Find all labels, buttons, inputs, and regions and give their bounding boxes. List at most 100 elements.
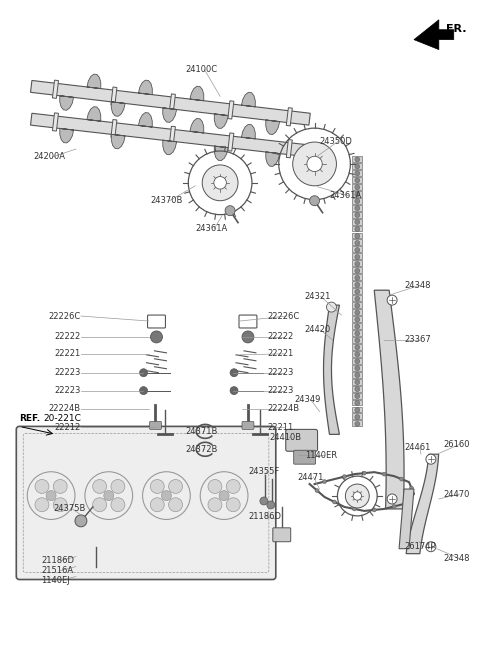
Text: 22224B: 22224B bbox=[268, 404, 300, 413]
Circle shape bbox=[168, 498, 182, 512]
Circle shape bbox=[353, 492, 361, 500]
Circle shape bbox=[362, 471, 366, 475]
Circle shape bbox=[150, 498, 164, 512]
Circle shape bbox=[168, 480, 182, 493]
Polygon shape bbox=[138, 80, 152, 95]
Bar bbox=[352, 253, 362, 259]
Circle shape bbox=[208, 498, 222, 512]
Circle shape bbox=[407, 497, 411, 501]
Polygon shape bbox=[60, 128, 73, 143]
Circle shape bbox=[355, 415, 360, 419]
Circle shape bbox=[355, 213, 360, 218]
Text: 21516A: 21516A bbox=[41, 566, 73, 575]
Bar bbox=[352, 400, 362, 406]
FancyBboxPatch shape bbox=[286, 430, 318, 451]
Circle shape bbox=[161, 491, 171, 500]
Circle shape bbox=[355, 227, 360, 231]
Circle shape bbox=[355, 157, 360, 162]
Polygon shape bbox=[286, 139, 292, 158]
Circle shape bbox=[355, 393, 360, 399]
Bar bbox=[352, 413, 362, 419]
Text: 22211: 22211 bbox=[268, 423, 294, 432]
Circle shape bbox=[355, 192, 360, 197]
Bar bbox=[352, 184, 362, 190]
Polygon shape bbox=[31, 80, 310, 125]
Polygon shape bbox=[406, 454, 439, 553]
FancyBboxPatch shape bbox=[239, 315, 257, 328]
Circle shape bbox=[355, 240, 360, 246]
Text: 22222: 22222 bbox=[55, 332, 81, 341]
Circle shape bbox=[355, 331, 360, 336]
Circle shape bbox=[355, 185, 360, 190]
Text: 24370B: 24370B bbox=[151, 196, 183, 205]
Circle shape bbox=[355, 205, 360, 211]
Bar bbox=[352, 358, 362, 364]
Text: 22226C: 22226C bbox=[48, 312, 81, 321]
Circle shape bbox=[208, 480, 222, 493]
Polygon shape bbox=[52, 113, 59, 131]
Polygon shape bbox=[324, 305, 339, 434]
Circle shape bbox=[355, 303, 360, 308]
Polygon shape bbox=[111, 119, 117, 138]
Bar bbox=[352, 316, 362, 322]
Text: 22223: 22223 bbox=[268, 386, 294, 395]
Circle shape bbox=[387, 494, 397, 504]
Circle shape bbox=[93, 480, 107, 493]
Bar bbox=[352, 177, 362, 183]
Circle shape bbox=[355, 400, 360, 406]
Bar bbox=[352, 378, 362, 385]
Polygon shape bbox=[138, 113, 152, 127]
Polygon shape bbox=[87, 107, 101, 121]
Bar bbox=[352, 309, 362, 315]
Circle shape bbox=[409, 486, 413, 490]
Bar bbox=[352, 233, 362, 238]
Polygon shape bbox=[31, 113, 310, 157]
Text: 22224B: 22224B bbox=[49, 404, 81, 413]
Circle shape bbox=[355, 373, 360, 378]
Polygon shape bbox=[190, 86, 204, 100]
Circle shape bbox=[315, 489, 319, 492]
Circle shape bbox=[53, 480, 67, 493]
Polygon shape bbox=[169, 94, 175, 112]
Text: 22223: 22223 bbox=[55, 386, 81, 395]
Text: 24471: 24471 bbox=[298, 472, 324, 481]
Text: 24420: 24420 bbox=[305, 325, 331, 334]
Bar bbox=[352, 288, 362, 294]
Circle shape bbox=[355, 345, 360, 350]
Circle shape bbox=[387, 295, 397, 305]
Circle shape bbox=[151, 331, 162, 343]
Polygon shape bbox=[111, 102, 125, 116]
Circle shape bbox=[226, 480, 240, 493]
Circle shape bbox=[35, 498, 49, 512]
Circle shape bbox=[355, 283, 360, 287]
Text: 22221: 22221 bbox=[55, 349, 81, 358]
Circle shape bbox=[355, 275, 360, 280]
Circle shape bbox=[326, 302, 336, 312]
Polygon shape bbox=[228, 101, 234, 119]
Text: 24410B: 24410B bbox=[270, 433, 302, 442]
Circle shape bbox=[355, 268, 360, 273]
Text: 24372B: 24372B bbox=[185, 445, 218, 454]
Bar bbox=[352, 274, 362, 280]
Text: 24349: 24349 bbox=[295, 395, 321, 404]
Bar bbox=[352, 351, 362, 357]
Polygon shape bbox=[111, 134, 125, 149]
Circle shape bbox=[355, 310, 360, 315]
Circle shape bbox=[140, 369, 147, 376]
Text: 20-221C: 20-221C bbox=[43, 415, 81, 423]
Text: 24461: 24461 bbox=[404, 443, 431, 452]
Text: 24355F: 24355F bbox=[248, 467, 279, 476]
Circle shape bbox=[53, 498, 67, 512]
Bar bbox=[352, 386, 362, 391]
FancyBboxPatch shape bbox=[150, 421, 161, 430]
Circle shape bbox=[355, 289, 360, 294]
Bar bbox=[352, 372, 362, 378]
Text: 1140EJ: 1140EJ bbox=[41, 576, 70, 585]
Bar bbox=[352, 218, 362, 224]
Circle shape bbox=[355, 359, 360, 364]
Circle shape bbox=[35, 480, 49, 493]
Text: 24375B: 24375B bbox=[53, 504, 85, 513]
Circle shape bbox=[230, 387, 238, 395]
Circle shape bbox=[355, 220, 360, 225]
Circle shape bbox=[355, 380, 360, 385]
